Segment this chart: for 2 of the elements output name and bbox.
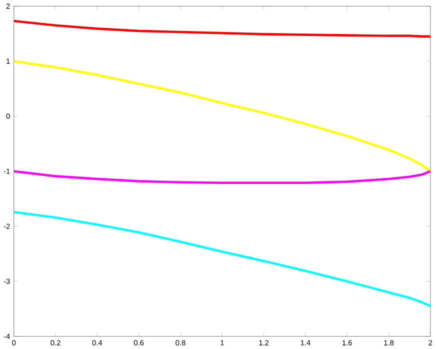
- line-series: [14, 60, 430, 172]
- line-series: [14, 210, 430, 308]
